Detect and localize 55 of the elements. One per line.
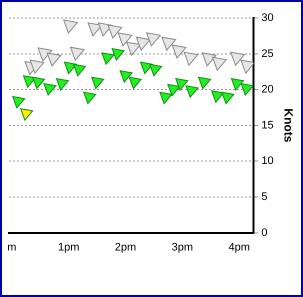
point [161,36,176,51]
point [175,78,188,91]
point [211,90,224,103]
x-tick-label: 2pm [114,241,136,254]
point [101,52,114,65]
point [167,84,180,96]
point [46,52,62,66]
point [149,64,162,76]
point [146,32,161,46]
x-tick-label: 1pm [58,241,80,254]
point [108,24,122,39]
point [23,75,36,88]
point [159,92,172,104]
x-tick-label: 3pm [172,241,194,254]
point [221,92,234,104]
point [118,32,132,46]
point [231,78,244,91]
point [20,108,34,121]
point [126,42,141,56]
point [136,36,151,51]
point [83,92,96,104]
x-tick-label: m [7,241,16,254]
y-tick-label: 30 [261,12,274,24]
point [43,83,56,96]
y-tick-label: 15 [261,119,274,132]
y-tick-label: 20 [261,84,274,96]
point [212,56,227,71]
y-tick-label: 25 [261,48,274,60]
point [73,64,86,76]
point [70,46,85,61]
point [30,60,44,74]
point [38,47,52,62]
point [186,85,198,98]
point [184,52,198,66]
point [12,96,26,108]
point [64,62,77,74]
point [32,76,46,90]
point [240,60,254,74]
point [202,52,216,66]
y-axis-title: Knots [281,108,296,143]
point [120,70,133,83]
y-tick-label: 0 [261,226,268,239]
point [172,44,186,59]
point [140,62,154,74]
point [198,76,211,90]
point [91,76,104,90]
point [240,83,254,96]
y-tick-label: 5 [261,191,268,204]
x-tick-label: 4pm [228,241,250,254]
y-tick-label: 10 [261,155,274,168]
point [128,76,142,90]
point [112,48,125,60]
point [63,20,78,34]
point [56,78,69,91]
point [230,52,245,66]
